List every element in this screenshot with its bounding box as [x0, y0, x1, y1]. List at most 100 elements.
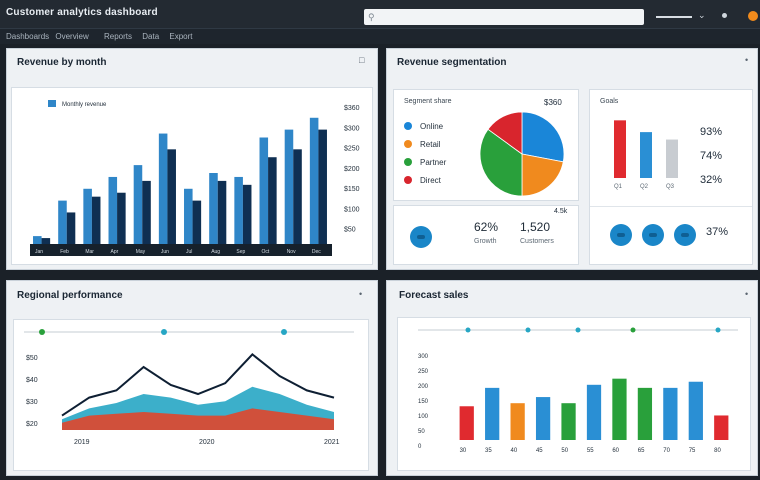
goal-circle-icon [674, 224, 696, 246]
forecast-chart-area: 300 250 200 150 100 50 0 30 35 40 45 50 55 60 65 70 75 80 [397, 317, 751, 471]
panel-menu-icon[interactable]: • [745, 289, 749, 299]
bar-previous-dec [318, 129, 327, 244]
legend-label: Online [420, 121, 444, 131]
bar-65 [637, 387, 653, 440]
legend-label: Retail [420, 139, 441, 149]
app-title: Customer analytics dashboard [6, 7, 158, 18]
legend-dot [465, 327, 471, 333]
search-input[interactable] [380, 9, 630, 25]
bar-current-jul [184, 188, 193, 244]
x-tick-label: Dec [312, 249, 321, 255]
x-tick-label: 75 [689, 448, 696, 454]
kpi-circle-icon [410, 226, 432, 248]
bar-current-nov [284, 129, 294, 244]
legend-dot [715, 327, 721, 333]
bar-current-oct [259, 137, 269, 244]
panel-menu-icon[interactable]: • [359, 289, 363, 299]
forecast-panel: Forecast sales • 300 250 200 150 100 50 0 30 35 4… [386, 280, 758, 476]
goal-value-2: 74% [700, 150, 723, 162]
x-tick-label: 70 [663, 448, 670, 454]
legend-swatch [404, 140, 412, 148]
performance-chart-area: $50 $40 $30 $20 2019 2020 2021 [13, 319, 369, 471]
bar-current-jun [158, 133, 168, 244]
performance-chart: $50 $40 $30 $20 2019 2020 2021 [24, 329, 354, 446]
bar-55 [586, 384, 602, 440]
bar-previous-feb [66, 212, 76, 244]
subnav-item-data[interactable]: Data [142, 32, 160, 41]
bar-previous-mar [91, 196, 101, 244]
panel-title: Revenue by month [17, 57, 107, 68]
bar-75 [688, 381, 703, 440]
search-box[interactable]: ⚲ [364, 9, 644, 25]
notification-icon[interactable] [722, 13, 727, 18]
goal-bar-q3 [666, 139, 678, 178]
y-tick-label: 250 [418, 369, 429, 375]
avatar[interactable] [748, 11, 758, 21]
y-tick-label: 100 [418, 414, 429, 420]
bar-current-mar [83, 188, 92, 244]
panel-menu-icon[interactable]: □ [359, 55, 365, 65]
bar-50 [561, 403, 576, 440]
x-tick-label: Apr [111, 249, 119, 255]
bar-previous-apr [117, 192, 126, 244]
x-tick-label: Nov [287, 249, 296, 255]
goals-card: Goals Q1 Q2 Q3 93% 74% 32% 37% [589, 89, 753, 265]
bar-previous-jan [41, 238, 51, 244]
bar-30 [459, 406, 474, 440]
x-tick-label: Aug [211, 249, 220, 255]
breadcrumb-item[interactable]: Dashboards [6, 32, 50, 41]
x-tick-label: 2019 [74, 439, 90, 446]
y-tick-label: $40 [26, 377, 38, 384]
panel-title: Regional performance [17, 290, 123, 301]
segment-panel: Revenue segmentation • Segment share $36… [386, 48, 758, 270]
goals-title: Goals [600, 98, 619, 105]
panel-menu-icon[interactable]: • [745, 55, 749, 65]
bar-current-sep [234, 176, 243, 244]
legend-item-partner: Partner [404, 156, 446, 168]
x-tick-label: 50 [561, 448, 568, 454]
segment-pie-chart [479, 111, 565, 197]
bar-current-apr [108, 176, 118, 244]
y-tick-label: $30 [26, 399, 38, 406]
breadcrumb: Dashboards Overview [6, 32, 93, 41]
bar-previous-jul [192, 200, 202, 244]
legend-swatch [404, 158, 412, 166]
zoom-slider[interactable] [656, 16, 692, 18]
goal-value-3: 32% [700, 174, 723, 186]
bar-45 [535, 397, 551, 440]
y-tick-label: $100 [344, 206, 360, 213]
bar-40 [510, 403, 525, 440]
y-tick-label: 300 [418, 354, 429, 360]
x-tick-label: Jul [186, 249, 192, 255]
goals-bar-chart: Q1 Q2 Q3 [614, 120, 678, 190]
bar-previous-nov [293, 149, 302, 244]
revenue-chart-area: Monthly revenue $360 $300 $250 $200 $150 $100 $… [11, 87, 373, 265]
bar-current-aug [209, 173, 218, 244]
x-tick-label: 60 [612, 448, 619, 454]
chevron-down-icon[interactable]: ⌄ [698, 10, 706, 20]
y-tick-label: $50 [344, 227, 356, 234]
legend-dot [39, 329, 45, 335]
x-tick-label: 55 [587, 448, 594, 454]
performance-panel: Regional performance • $50 $40 $30 $20 2019 2… [6, 280, 378, 476]
segment-total: $360 [544, 98, 562, 107]
breadcrumb-item[interactable]: Overview [55, 32, 89, 41]
y-tick-label: 150 [418, 399, 429, 405]
x-tick-label: 40 [511, 448, 518, 454]
bar-current-jan [33, 236, 42, 244]
legend-label: Partner [420, 157, 447, 167]
goal-bar-q2 [640, 132, 652, 178]
goal-circle-note: 37% [706, 226, 729, 238]
x-tick-label: 80 [714, 448, 721, 454]
subnav-item-export[interactable]: Export [169, 32, 193, 41]
x-tick-label: Q2 [640, 184, 649, 190]
bar-current-feb [58, 200, 67, 244]
legend-swatch [404, 176, 412, 184]
x-tick-label: Feb [60, 249, 69, 255]
top-bar: Customer analytics dashboard ⚲ ⌄ [0, 0, 760, 28]
goal-value-1: 93% [700, 126, 723, 138]
pie-slice-direct [487, 111, 523, 155]
subnav-item-reports[interactable]: Reports [104, 32, 133, 41]
x-tick-label: Jan [35, 249, 43, 255]
x-tick-label: Mar [85, 249, 94, 255]
